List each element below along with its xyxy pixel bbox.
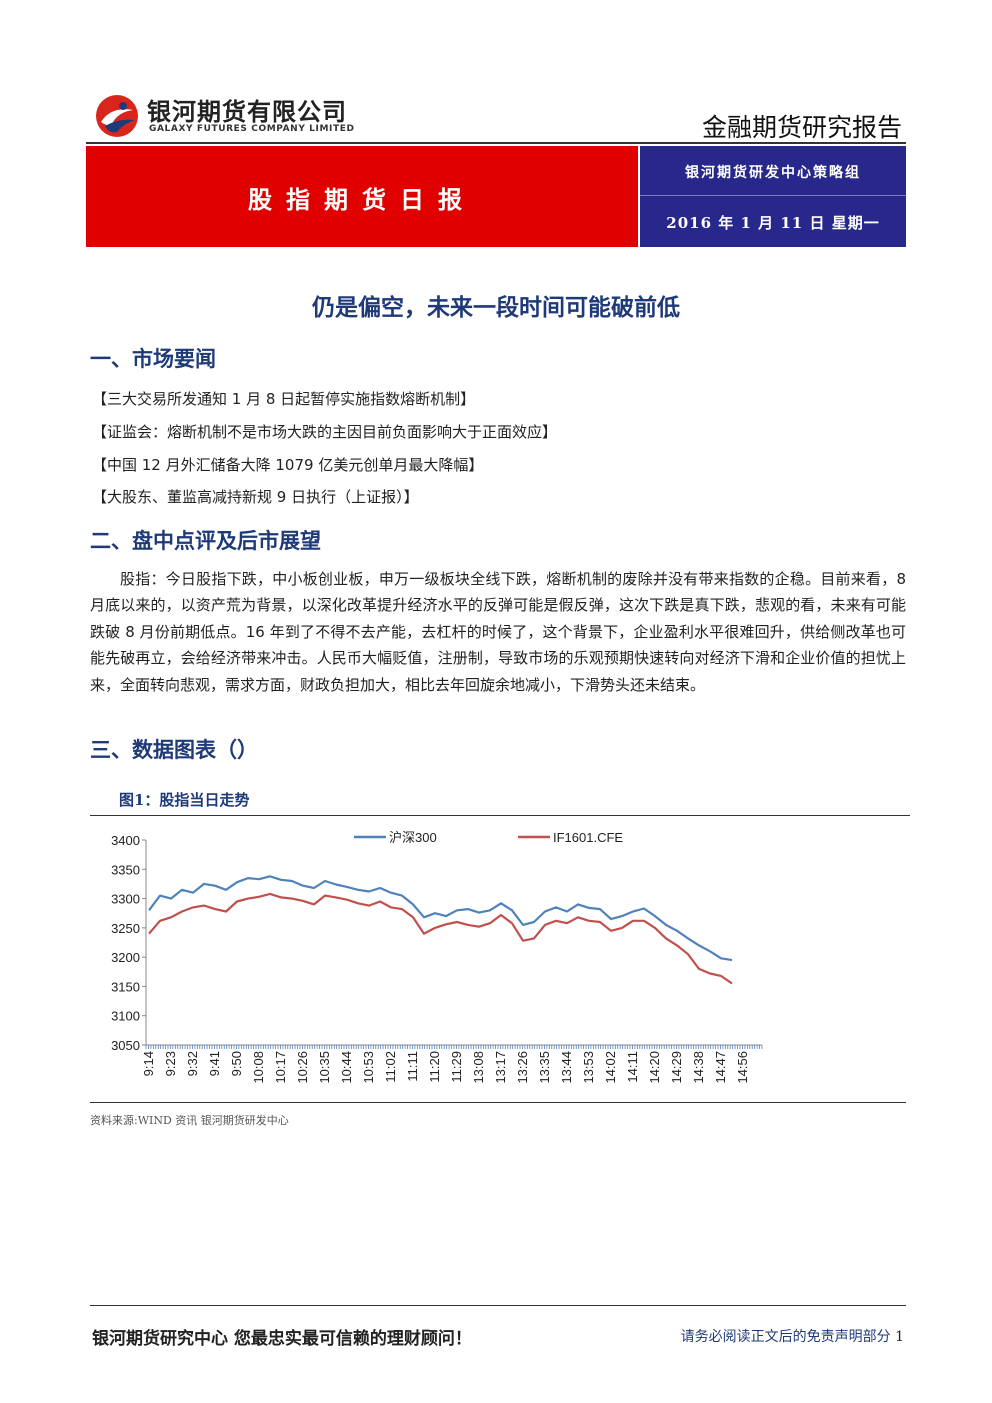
figure-title: 图1：股指当日走势 [119, 791, 250, 809]
section-heading-news: 一、市场要闻 [90, 347, 216, 371]
page-number: 1 [895, 1329, 904, 1345]
x-tick-label: 11:02 [383, 1051, 398, 1083]
x-tick-label: 11:20 [427, 1051, 442, 1083]
section-heading-commentary: 二、盘中点评及后市展望 [90, 529, 321, 553]
report-title-banner: 股指期货日报 [86, 146, 638, 247]
company-name-en: GALAXY FUTURES COMPANY LIMITED [149, 124, 355, 134]
x-tick-label: 13:08 [471, 1051, 486, 1084]
series-line-if1601 [148, 892, 733, 985]
company-logo: 银河期货有限公司 GALAXY FUTURES COMPANY LIMITED [93, 92, 383, 140]
x-tick-label: 13:44 [559, 1051, 574, 1084]
plot-area [148, 875, 733, 985]
x-tick-label: 9:32 [185, 1051, 200, 1076]
x-tick-label: 14:20 [647, 1051, 662, 1084]
x-tick-label: 14:56 [735, 1051, 750, 1084]
x-tick-label: 9:41 [207, 1051, 222, 1076]
footer-slogan: 银河期货研究中心 您最忠实最可信赖的理财顾问！ [92, 1329, 472, 1349]
y-tick-label: 3200 [111, 950, 140, 965]
figure-bottom-rule [90, 1102, 906, 1103]
report-type: 金融期货研究报告 [701, 113, 902, 142]
section-heading-charts: 三、数据图表（） [90, 738, 258, 762]
x-tick-label: 10:44 [339, 1051, 354, 1084]
x-tick-label: 11:29 [449, 1051, 464, 1083]
footer-disclaimer: 请务必阅读正文后的免责声明部分 1 [681, 1326, 904, 1346]
chart-legend: 沪深300 IF1601.CFE [354, 830, 623, 845]
x-tick-label: 10:35 [317, 1051, 332, 1084]
data-source: 资料来源:WIND 资讯 银河期货研发中心 [90, 1114, 289, 1127]
headline: 仍是偏空，未来一段时间可能破前低 [312, 295, 680, 321]
x-tick-label: 9:23 [163, 1051, 178, 1076]
x-tick-label: 13:17 [493, 1051, 508, 1084]
disclaimer-text: 请务必阅读正文后的免责声明部分 [680, 1329, 891, 1345]
y-tick-label: 3300 [111, 892, 140, 907]
commentary-paragraph: 股指：今日股指下跌，中小板创业板，申万一级板块全线下跌，熔断机制的废除并没有带来… [90, 570, 906, 694]
x-tick-label: 14:29 [669, 1051, 684, 1084]
research-group: 银河期货研发中心策略组 [685, 165, 861, 181]
galaxy-logo-icon [96, 95, 138, 137]
intraday-index-chart: 沪深300 IF1601.CFE 3050 3100 3150 3200 3250 330… [111, 830, 763, 1084]
x-tick-label: 14:47 [713, 1051, 728, 1084]
footer-divider [90, 1305, 906, 1306]
y-tick-label: 3100 [111, 1009, 140, 1024]
x-tick-label: 10:26 [295, 1051, 310, 1084]
x-tick-label: 11:11 [405, 1051, 420, 1082]
news-item: 【中国 12 月外汇储备大降 1079 亿美元创单月最大降幅】 [92, 456, 484, 474]
x-tick-label: 13:26 [515, 1051, 530, 1084]
meta-divider [640, 195, 906, 196]
y-tick-label: 3050 [111, 1038, 140, 1053]
x-tick-label: 10:53 [361, 1051, 376, 1084]
x-tick-label: 10:08 [251, 1051, 266, 1084]
company-name-cn: 银河期货有限公司 [147, 98, 347, 126]
legend-label-hs300: 沪深300 [389, 830, 437, 845]
figure-top-rule [90, 815, 910, 816]
news-item: 【大股东、董监高减持新规 9 日执行（上证报）】 [92, 488, 419, 506]
y-axis: 3050 3100 3150 3200 3250 3300 3350 3400 [111, 833, 147, 1053]
x-tick-label: 14:38 [691, 1051, 706, 1084]
x-tick-label: 14:02 [603, 1051, 618, 1084]
x-tick-label: 14:11 [625, 1051, 640, 1083]
news-item: 【证监会：熔断机制不是市场大跌的主因目前负面影响大于正面效应】 [92, 423, 558, 441]
y-tick-label: 3150 [111, 979, 140, 994]
x-axis: 9:14 9:23 9:32 9:41 9:50 10:08 10:17 10:26 10:35… [141, 1044, 763, 1084]
y-tick-label: 3400 [111, 833, 140, 848]
report-meta-banner: 银河期货研发中心策略组 2016 年 1 月 11 日 星期一 [640, 146, 906, 247]
report-date: 2016 年 1 月 11 日 星期一 [666, 214, 880, 232]
x-tick-label: 10:17 [273, 1051, 288, 1084]
header-divider [86, 142, 906, 144]
x-tick-label: 9:50 [229, 1051, 244, 1076]
x-tick-label: 13:53 [581, 1051, 596, 1084]
x-tick-label: 9:14 [141, 1051, 156, 1076]
y-tick-label: 3350 [111, 862, 140, 877]
legend-label-if1601: IF1601.CFE [553, 830, 623, 845]
series-line-hs300 [148, 875, 733, 962]
report-title: 股指期货日报 [248, 185, 476, 214]
news-item: 【三大交易所发通知 1 月 8 日起暂停实施指数熔断机制】 [92, 390, 476, 408]
y-tick-label: 3250 [111, 921, 140, 936]
x-tick-label: 13:35 [537, 1051, 552, 1084]
